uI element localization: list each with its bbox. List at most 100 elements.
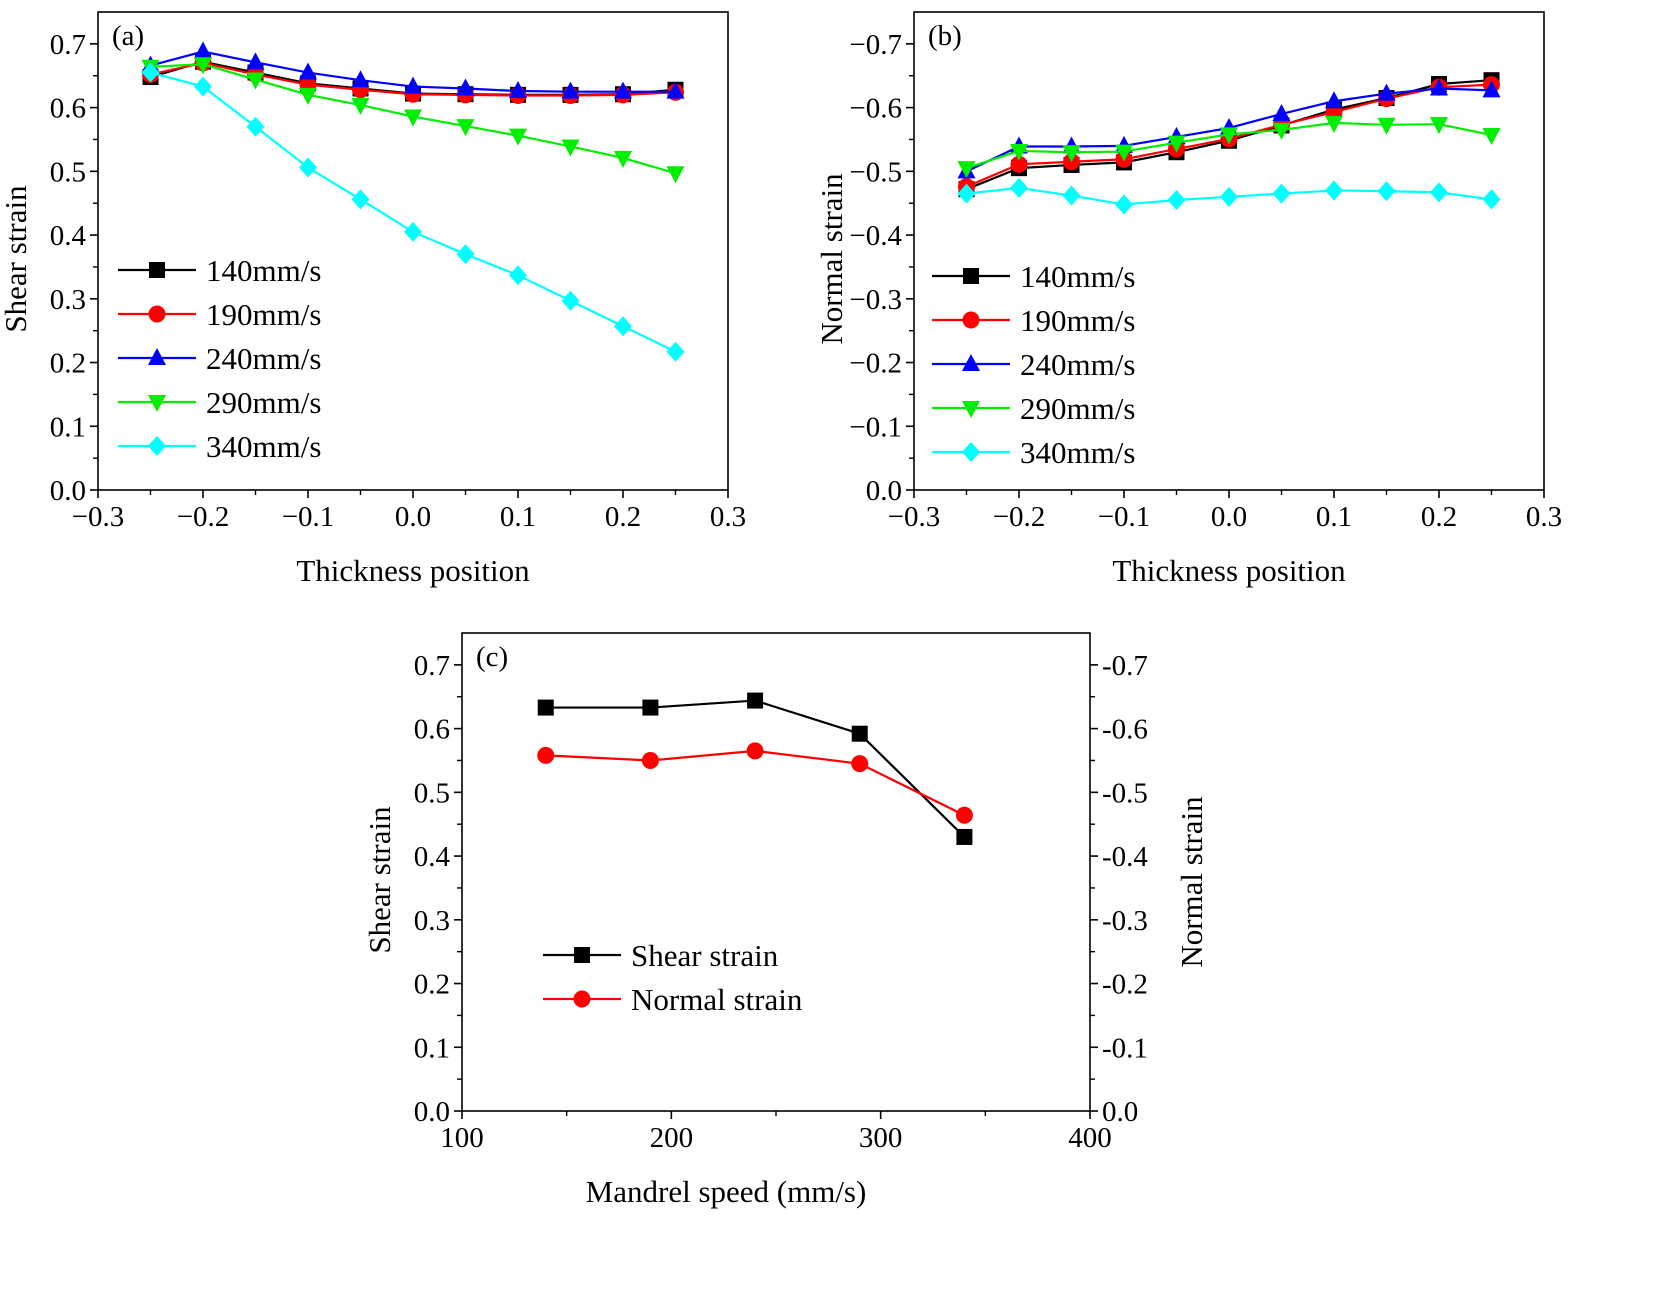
data-point — [246, 116, 265, 137]
x-tick-label: 0.2 — [1421, 501, 1457, 533]
data-point — [141, 62, 160, 83]
x-tick-label: 0.3 — [1526, 501, 1562, 533]
data-point — [666, 341, 685, 362]
data-point — [1430, 117, 1448, 135]
data-point — [351, 189, 370, 210]
y-tick-label: 0.6 — [414, 714, 450, 746]
x-tick-label: 0.1 — [500, 501, 536, 533]
data-point — [404, 76, 422, 94]
y-right-tick-label: -0.2 — [1102, 969, 1148, 1001]
data-point — [509, 81, 527, 99]
data-point — [1220, 186, 1238, 207]
x-tick-label: −0.3 — [888, 501, 941, 533]
y-tick-label: 0.1 — [50, 411, 86, 443]
data-point — [1010, 177, 1028, 198]
data-point — [1482, 128, 1501, 146]
data-point — [666, 166, 685, 184]
y-tick-label: −0.4 — [849, 220, 902, 252]
legend-label: 140mm/s — [206, 253, 321, 288]
data-point — [1010, 155, 1028, 173]
data-point — [1325, 180, 1343, 201]
y-tick-label: −0.2 — [849, 348, 902, 380]
x-tick-label: 400 — [1068, 1122, 1112, 1154]
chart-panel-c: 100 200 300 4000.00.10.20.30.40.50.60.70.0-… — [362, 632, 1209, 1209]
legend-label: 190mm/s — [1020, 303, 1135, 338]
legend-label: 240mm/s — [206, 341, 321, 376]
data-point — [1062, 145, 1081, 163]
data-point — [1167, 190, 1186, 211]
legend: 140mm/s 190mm/s 240mm/s 290mm/s 340mm/s — [932, 259, 1135, 470]
data-point — [641, 751, 659, 769]
data-point — [299, 157, 317, 178]
data-point — [1010, 143, 1028, 161]
legend-marker — [573, 990, 591, 1008]
data-point — [614, 81, 632, 99]
legend-label: 190mm/s — [206, 297, 321, 332]
panel-label: (c) — [476, 641, 508, 673]
y-tick-label: 0.2 — [50, 348, 86, 380]
data-point — [1482, 189, 1501, 210]
data-point — [957, 161, 976, 179]
legend-marker — [962, 442, 980, 462]
y-tick-label: 0.3 — [50, 284, 86, 316]
legend-marker — [962, 354, 980, 371]
data-point — [1220, 127, 1238, 145]
data-point — [404, 109, 422, 127]
data-point — [246, 72, 265, 90]
data-point — [1325, 115, 1343, 133]
series-290mm-s — [141, 57, 685, 184]
y-axis-title: Shear strain — [362, 806, 397, 954]
y-tick-label: 0.4 — [50, 220, 87, 252]
y-right-tick-label: -0.5 — [1102, 777, 1148, 809]
legend-label: 140mm/s — [1020, 259, 1135, 294]
data-point — [194, 41, 212, 59]
y-tick-label: 0.0 — [50, 475, 86, 507]
data-point — [666, 81, 685, 99]
panel-label: (b) — [928, 20, 962, 52]
legend-marker — [149, 262, 165, 278]
legend: Shear strain Normal strain — [543, 938, 803, 1017]
legend-marker — [148, 395, 166, 412]
y-tick-label: 0.5 — [50, 156, 86, 188]
x-axis-title: Thickness position — [1112, 553, 1346, 588]
series-340mm-s — [957, 177, 1501, 215]
legend-marker — [962, 401, 980, 418]
data-point — [509, 265, 527, 286]
data-point — [299, 87, 317, 105]
y-tick-label: 0.7 — [414, 650, 450, 682]
data-point — [1272, 103, 1291, 121]
y-right-tick-label: -0.7 — [1102, 650, 1148, 682]
x-tick-label: −0.1 — [1098, 501, 1151, 533]
x-axis-title: Thickness position — [296, 553, 530, 588]
y-tick-label: 0.2 — [414, 969, 450, 1001]
data-point — [537, 746, 555, 764]
legend: 140mm/s 190mm/s 240mm/s 290mm/s 340mm/s — [118, 253, 321, 464]
series-line — [545, 699, 966, 838]
data-point — [1115, 194, 1133, 215]
y-right-tick-label: -0.3 — [1102, 905, 1148, 937]
plot-frame — [461, 632, 1091, 1112]
x-tick-label: 0.3 — [710, 501, 746, 533]
y-tick-label: 0.5 — [414, 777, 450, 809]
data-point — [404, 221, 422, 242]
data-point — [561, 81, 580, 99]
data-point — [351, 98, 370, 116]
data-point — [194, 76, 212, 97]
y-tick-label: 0.0 — [866, 475, 902, 507]
data-point — [194, 57, 212, 75]
y-right-tick-label: -0.6 — [1102, 714, 1148, 746]
y-right-tick-label: -0.1 — [1102, 1032, 1148, 1064]
chart-panel-a: −0.3 −0.2 −0.1 0.0 0.1 0.2 0.3 0.0 0.1 0.2 0.3 0.4 0… — [0, 11, 746, 588]
legend-label: Shear strain — [631, 938, 779, 973]
series-line — [545, 749, 965, 817]
data-point — [561, 290, 580, 311]
data-point — [509, 128, 527, 146]
data-point — [851, 755, 869, 773]
series-normal-strain — [537, 742, 973, 824]
x-tick-label: 0.1 — [1316, 501, 1352, 533]
y-tick-label: 0.7 — [50, 29, 86, 61]
data-point — [1272, 122, 1291, 140]
x-tick-label: −0.2 — [993, 501, 1046, 533]
data-point — [1430, 182, 1448, 203]
